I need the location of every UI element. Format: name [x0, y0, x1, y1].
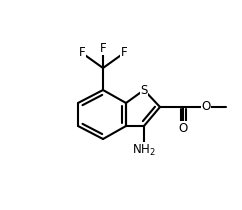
Text: O: O — [201, 101, 211, 113]
Text: F: F — [100, 42, 106, 55]
Text: S: S — [140, 84, 148, 97]
Text: F: F — [121, 46, 127, 59]
Text: F: F — [79, 46, 85, 59]
Text: O: O — [178, 122, 188, 134]
Text: NH$_2$: NH$_2$ — [132, 142, 156, 158]
